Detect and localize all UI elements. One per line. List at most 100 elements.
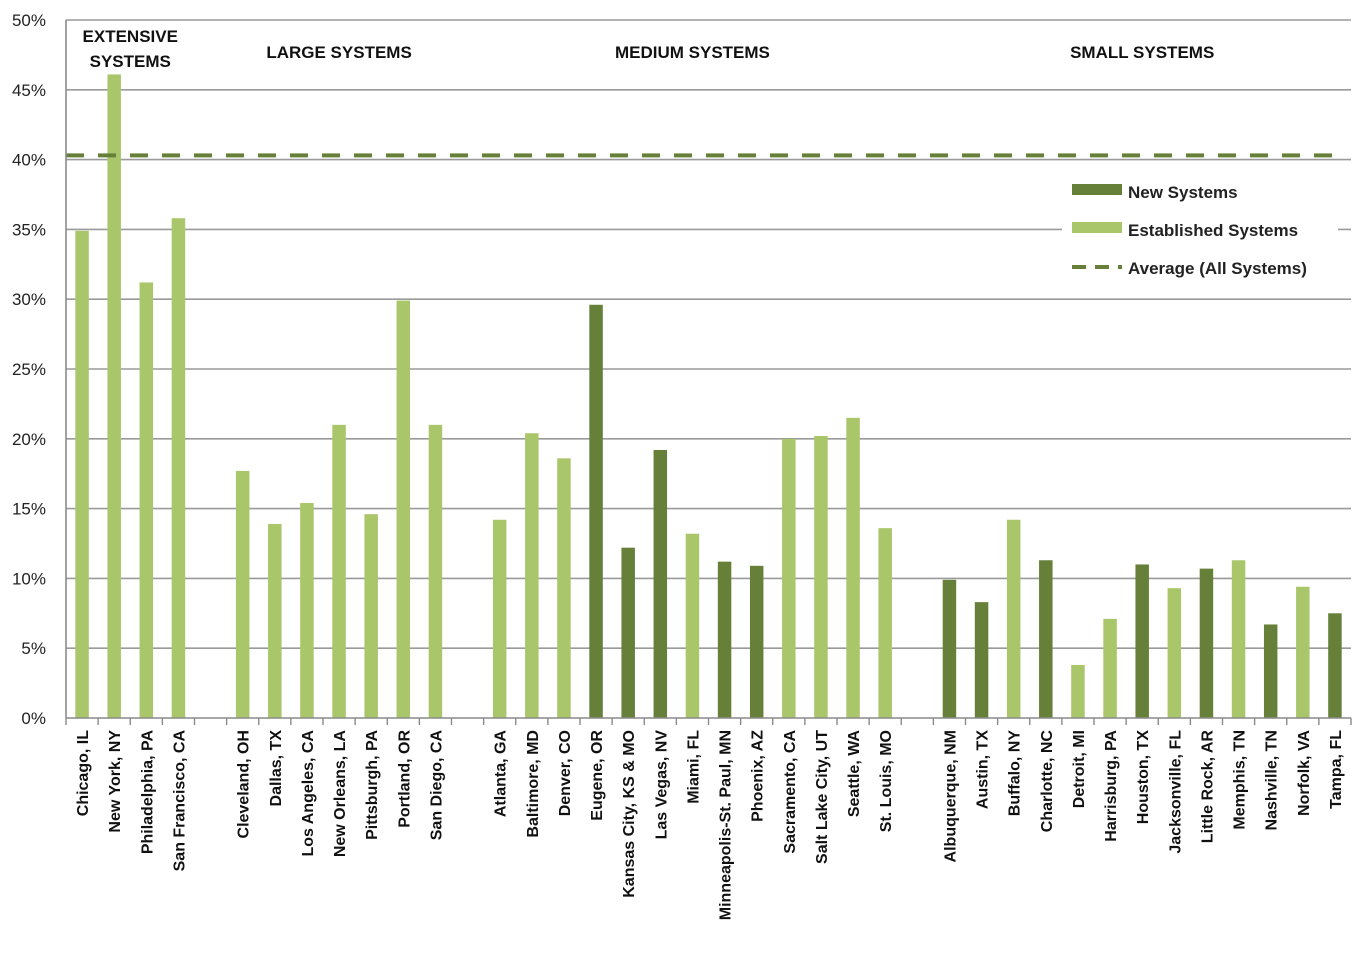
x-tick-label: Houston, TX bbox=[1135, 730, 1152, 825]
x-tick-label: Denver, CO bbox=[557, 730, 574, 816]
y-tick-label: 35% bbox=[12, 220, 46, 239]
bar bbox=[1006, 519, 1021, 718]
bar bbox=[235, 470, 250, 718]
x-tick-label: Memphis, TN bbox=[1232, 730, 1249, 830]
bar bbox=[171, 218, 186, 718]
y-tick-label: 50% bbox=[12, 11, 46, 30]
y-tick-label: 20% bbox=[12, 430, 46, 449]
x-tick-label: San Francisco, CA bbox=[171, 730, 188, 872]
bar bbox=[332, 424, 346, 718]
x-tick-label: Chicago, IL bbox=[75, 730, 92, 816]
legend-new-label: New Systems bbox=[1128, 183, 1238, 202]
bar bbox=[589, 304, 603, 718]
y-tick-label: 45% bbox=[12, 81, 46, 100]
group-label: EXTENSIVE bbox=[83, 27, 178, 46]
bar bbox=[782, 438, 796, 718]
group-label: LARGE SYSTEMS bbox=[266, 43, 411, 62]
y-tick-label: 5% bbox=[21, 639, 46, 658]
x-tick-label: Sacramento, CA bbox=[782, 730, 799, 854]
bar bbox=[974, 602, 989, 718]
x-tick-label: Portland, OR bbox=[396, 730, 413, 828]
x-tick-labels: Chicago, IL New York, NY Philadelphia, PA S… bbox=[75, 730, 1345, 921]
x-tick-label: Dallas, TX bbox=[268, 730, 285, 807]
bars bbox=[75, 74, 1342, 719]
x-tick-label: Salt Lake City, UT bbox=[814, 730, 831, 864]
x-tick-label: Pittsburgh, PA bbox=[364, 730, 381, 840]
y-tick-label: 10% bbox=[12, 569, 46, 588]
bar bbox=[1263, 624, 1278, 718]
bar bbox=[525, 433, 539, 718]
x-tick-label: Detroit, MI bbox=[1071, 730, 1088, 808]
legend-average-label: Average (All Systems) bbox=[1128, 259, 1307, 278]
bar bbox=[878, 528, 892, 718]
bar bbox=[492, 519, 507, 718]
y-tick-labels: 0% 5% 10% 15% 20% 25% 30% 35% 40% 45% 50% bbox=[12, 11, 46, 728]
bar bbox=[1135, 564, 1149, 718]
x-tick-label: Atlanta, GA bbox=[493, 730, 510, 818]
legend-established-swatch bbox=[1072, 222, 1122, 233]
legend-new-swatch bbox=[1072, 184, 1122, 195]
bar bbox=[1039, 560, 1053, 718]
bar bbox=[685, 533, 700, 718]
bar bbox=[942, 579, 957, 718]
bar bbox=[75, 230, 89, 718]
x-tick-label: Nashville, TN bbox=[1264, 730, 1281, 830]
group-labels: EXTENSIVE SYSTEMS LARGE SYSTEMS MEDIUM SYST… bbox=[83, 27, 1215, 71]
bar bbox=[364, 514, 378, 718]
bar bbox=[1167, 588, 1182, 718]
x-tick-label: Little Rock, AR bbox=[1199, 730, 1216, 844]
bar bbox=[621, 547, 635, 718]
x-tick-label: Albuquerque, NM bbox=[942, 730, 959, 862]
bar bbox=[428, 424, 443, 718]
bar bbox=[814, 436, 828, 718]
x-tick-label: Las Vegas, NV bbox=[653, 730, 670, 840]
legend-established-label: Established Systems bbox=[1128, 221, 1298, 240]
bar bbox=[1071, 664, 1085, 718]
bar bbox=[139, 282, 154, 718]
y-tick-label: 30% bbox=[12, 290, 46, 309]
x-tick-label: Tampa, FL bbox=[1328, 730, 1345, 809]
gridlines bbox=[66, 19, 1351, 650]
bar bbox=[1199, 568, 1214, 718]
bar bbox=[653, 449, 668, 718]
x-tick-label: Baltimore, MD bbox=[525, 730, 542, 838]
x-tick-label: Miami, FL bbox=[685, 730, 702, 804]
bar bbox=[268, 523, 282, 718]
bar bbox=[396, 300, 411, 718]
bar bbox=[846, 417, 860, 718]
x-tick-label: Cleveland, OH bbox=[236, 730, 253, 838]
x-tick-label: Jacksonville, FL bbox=[1167, 730, 1184, 854]
x-tick-label: Philadelphia, PA bbox=[139, 730, 156, 855]
bar bbox=[1296, 586, 1310, 718]
x-tick-label: Kansas City, KS & MO bbox=[621, 730, 638, 898]
bar bbox=[1231, 560, 1246, 718]
axes bbox=[65, 20, 1352, 725]
bar bbox=[107, 74, 121, 719]
x-tick-label: Norfolk, VA bbox=[1296, 730, 1313, 816]
group-label: SYSTEMS bbox=[90, 52, 171, 71]
x-tick-label: Harrisburg, PA bbox=[1103, 730, 1120, 842]
bar bbox=[1328, 613, 1342, 718]
legend: New Systems Established Systems Average … bbox=[1062, 175, 1338, 287]
group-label: SMALL SYSTEMS bbox=[1070, 43, 1214, 62]
group-label: MEDIUM SYSTEMS bbox=[615, 43, 770, 62]
bar bbox=[557, 458, 571, 718]
x-tick-label: Buffalo, NY bbox=[1007, 730, 1024, 817]
x-tick-label: New Orleans, LA bbox=[332, 730, 349, 858]
x-tick-label: St. Louis, MO bbox=[878, 730, 895, 832]
bar bbox=[717, 561, 732, 718]
x-tick-label: Phoenix, AZ bbox=[750, 730, 767, 822]
bar bbox=[749, 565, 764, 718]
x-tick-label: Minneapolis-St. Paul, MN bbox=[718, 730, 735, 920]
x-tick-label: Austin, TX bbox=[975, 730, 992, 809]
bar bbox=[300, 503, 314, 718]
y-tick-label: 15% bbox=[12, 500, 46, 519]
x-tick-label: Los Angeles, CA bbox=[300, 730, 317, 857]
x-tick-label: Charlotte, NC bbox=[1039, 730, 1056, 833]
x-tick-label: New York, NY bbox=[107, 730, 124, 833]
y-tick-label: 0% bbox=[21, 709, 46, 728]
y-tick-label: 25% bbox=[12, 360, 46, 379]
bar bbox=[1103, 618, 1117, 718]
x-tick-label: Seattle, WA bbox=[846, 730, 863, 818]
